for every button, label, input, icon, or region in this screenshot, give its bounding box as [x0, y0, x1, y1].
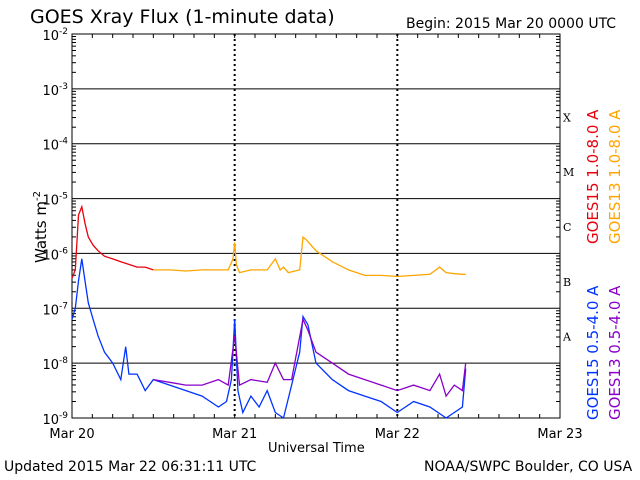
- legend-goes13-long: GOES13 1.0-8.0 A: [606, 109, 624, 244]
- flare-class-x: X: [563, 111, 571, 124]
- x-tick-label: Mar 21: [212, 427, 257, 442]
- y-tick-label: 10-7: [42, 301, 68, 318]
- x-tick-label: Mar 20: [49, 427, 94, 442]
- credit-text: NOAA/SWPC Boulder, CO USA: [424, 459, 633, 475]
- y-tick-label: 10-4: [42, 137, 68, 154]
- legend-goes13-short: GOES13 0.5-4.0 A: [606, 285, 624, 420]
- x-tick-label: Mar 22: [375, 427, 420, 442]
- series-line-0: [71, 204, 154, 279]
- y-tick-label: 10-3: [42, 82, 68, 99]
- x-tick-label: Mar 23: [537, 427, 582, 442]
- flare-class-a: A: [562, 331, 572, 344]
- y-tick-label: 10-5: [42, 192, 68, 209]
- flare-class-m: M: [563, 166, 574, 179]
- chart-title: GOES Xray Flux (1-minute data): [30, 6, 335, 28]
- y-tick-label: 10-9: [42, 411, 68, 428]
- legend-goes15-short: GOES15 0.5-4.0 A: [584, 285, 602, 420]
- flare-class-c: C: [563, 221, 571, 234]
- begin-timestamp: Begin: 2015 Mar 20 0000 UTC: [406, 16, 617, 32]
- y-tick-label: 10-6: [42, 246, 68, 263]
- y-tick-label: 10-8: [42, 356, 68, 373]
- series-line-1: [153, 235, 466, 278]
- plot-frame: [71, 33, 561, 419]
- updated-timestamp: Updated 2015 Mar 22 06:31:11 UTC: [4, 459, 257, 475]
- series-line-3: [153, 317, 467, 398]
- y-tick-label: 10-2: [42, 27, 68, 44]
- x-axis-label: Universal Time: [268, 441, 365, 456]
- legend-goes15-long: GOES15 1.0-8.0 A: [584, 109, 602, 244]
- flare-class-b: B: [563, 276, 571, 289]
- y-axis-label: Watts m-2: [32, 191, 50, 264]
